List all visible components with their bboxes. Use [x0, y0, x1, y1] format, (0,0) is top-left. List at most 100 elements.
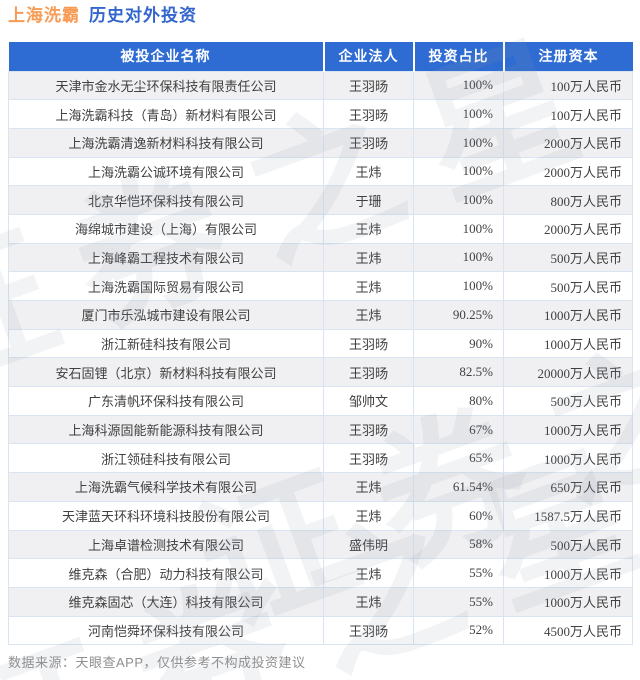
table-cell: 1000万人民币	[503, 328, 633, 359]
table-cell: 4500万人民币	[503, 615, 633, 646]
table-cell: 100万人民币	[503, 70, 633, 101]
table-row: 上海卓谱检测技术有限公司 盛伟明 58% 500万人民币	[8, 529, 633, 560]
table-cell: 52%	[413, 615, 504, 646]
table-cell: 浙江领硅科技有限公司	[8, 443, 324, 474]
column-header: 注册资本	[503, 42, 633, 71]
table-cell: 67%	[413, 414, 504, 445]
table-row: 上海洗霸国际贸易有限公司 王炜 100% 500万人民币	[8, 271, 633, 301]
table-cell: 100%	[413, 127, 504, 158]
table-row: 天津蓝天环科环境科技股份有限公司 王炜 60% 1587.5万人民币	[8, 500, 633, 531]
table-header: 被投企业名称 企业法人 投资占比 注册资本	[8, 42, 633, 71]
table-cell: 80%	[413, 386, 504, 416]
table-cell: 82.5%	[413, 357, 504, 388]
table-cell: 100%	[413, 99, 504, 129]
table-cell: 盛伟明	[323, 529, 414, 560]
table-cell: 100%	[413, 156, 504, 187]
table-cell: 天津蓝天环科环境科技股份有限公司	[8, 500, 324, 531]
table-cell: 厦门市乐泓城市建设有限公司	[8, 300, 324, 330]
table-cell: 1000万人民币	[503, 443, 633, 474]
table-cell: 天津市金水无尘环保科技有限责任公司	[8, 70, 324, 101]
table-row: 浙江领硅科技有限公司 王羽旸 65% 1000万人民币	[8, 443, 633, 474]
table-row: 北京华恺环保科技有限公司 于珊 100% 800万人民币	[8, 185, 633, 215]
table-cell: 王炜	[323, 213, 414, 244]
table-cell: 1587.5万人民币	[503, 500, 633, 531]
table-cell: 王羽旸	[323, 99, 414, 129]
table-cell: 王羽旸	[323, 127, 414, 158]
table-cell: 王羽旸	[323, 357, 414, 388]
table-row: 上海洗霸气候科学技术有限公司 王炜 61.54% 650万人民币	[8, 472, 633, 502]
table-cell: 500万人民币	[503, 271, 633, 301]
table-header-row: 被投企业名称 企业法人 投资占比 注册资本	[8, 42, 633, 71]
table-cell: 上海洗霸国际贸易有限公司	[8, 271, 324, 301]
column-header: 投资占比	[413, 42, 505, 71]
table-cell: 100%	[413, 242, 504, 273]
table-cell: 90.25%	[413, 300, 504, 330]
table-row: 浙江新硅科技有限公司 王羽旸 90% 1000万人民币	[8, 328, 633, 359]
table-cell: 1000万人民币	[503, 558, 633, 588]
table-cell: 广东清帆环保科技有限公司	[8, 386, 324, 416]
table-cell: 60%	[413, 500, 504, 531]
table-cell: 2000万人民币	[503, 156, 633, 187]
table-row: 上海洗霸科技（青岛）新材料有限公司 王羽旸 100% 100万人民币	[8, 99, 633, 129]
table-cell: 800万人民币	[503, 185, 633, 215]
table-row: 维克森固芯（大连）科技有限公司 王炜 55% 1000万人民币	[8, 586, 633, 617]
table-cell: 61.54%	[413, 472, 504, 502]
table-cell: 河南恺舜环保科技有限公司	[8, 615, 324, 646]
stock-name: 上海洗霸	[8, 6, 80, 25]
table-row: 维克森（合肥）动力科技有限公司 王炜 55% 1000万人民币	[8, 558, 633, 588]
table-cell: 1000万人民币	[503, 586, 633, 617]
table-row: 安石固锂（北京）新材料科技有限公司 王羽旸 82.5% 20000万人民币	[8, 357, 633, 388]
table-cell: 王羽旸	[323, 70, 414, 101]
table-row: 天津市金水无尘环保科技有限责任公司 王羽旸 100% 100万人民币	[8, 70, 633, 101]
table-cell: 王羽旸	[323, 443, 414, 474]
table-cell: 王羽旸	[323, 615, 414, 646]
table-cell: 王炜	[323, 558, 414, 588]
table-cell: 1000万人民币	[503, 414, 633, 445]
table-cell: 维克森（合肥）动力科技有限公司	[8, 558, 324, 588]
table-cell: 王炜	[323, 242, 414, 273]
table-cell: 100%	[413, 271, 504, 301]
table-cell: 上海洗霸清逸新材料科技有限公司	[8, 127, 324, 158]
table-row: 河南恺舜环保科技有限公司 王羽旸 52% 4500万人民币	[8, 615, 633, 646]
table-cell: 王炜	[323, 156, 414, 187]
table-cell: 650万人民币	[503, 472, 633, 502]
table-row: 上海洗霸公诚环境有限公司 王炜 100% 2000万人民币	[8, 156, 633, 187]
table-cell: 100万人民币	[503, 99, 633, 129]
table-cell: 北京华恺环保科技有限公司	[8, 185, 324, 215]
table-cell: 王炜	[323, 500, 414, 531]
table-cell: 65%	[413, 443, 504, 474]
table-cell: 王炜	[323, 300, 414, 330]
page-title: 上海洗霸 历史对外投资	[8, 4, 632, 28]
table-cell: 90%	[413, 328, 504, 359]
table-cell: 维克森固芯（大连）科技有限公司	[8, 586, 324, 617]
investment-table: 被投企业名称 企业法人 投资占比 注册资本 天津市金水无尘环保科技有限责任公司 王羽旸 1…	[8, 42, 633, 646]
table-cell: 55%	[413, 558, 504, 588]
table-cell: 安石固锂（北京）新材料科技有限公司	[8, 357, 324, 388]
table-cell: 500万人民币	[503, 386, 633, 416]
table-cell: 1000万人民币	[503, 300, 633, 330]
table-cell: 王羽旸	[323, 328, 414, 359]
table-cell: 王炜	[323, 586, 414, 617]
table-cell: 20000万人民币	[503, 357, 633, 388]
table-row: 上海科源固能新能源科技有限公司 王羽旸 67% 1000万人民币	[8, 414, 633, 445]
table-row: 厦门市乐泓城市建设有限公司 王炜 90.25% 1000万人民币	[8, 300, 633, 330]
table-cell: 上海洗霸气候科学技术有限公司	[8, 472, 324, 502]
table-cell: 100%	[413, 70, 504, 101]
column-header: 企业法人	[323, 42, 415, 71]
table-cell: 上海洗霸科技（青岛）新材料有限公司	[8, 99, 324, 129]
table-cell: 100%	[413, 185, 504, 215]
table-cell: 500万人民币	[503, 242, 633, 273]
table-cell: 2000万人民币	[503, 213, 633, 244]
table-cell: 浙江新硅科技有限公司	[8, 328, 324, 359]
table-cell: 于珊	[323, 185, 414, 215]
table-cell: 上海科源固能新能源科技有限公司	[8, 414, 324, 445]
table-cell: 上海洗霸公诚环境有限公司	[8, 156, 324, 187]
report-title: 历史对外投资	[89, 6, 197, 25]
table-cell: 上海峰霸工程技术有限公司	[8, 242, 324, 273]
table-cell: 58%	[413, 529, 504, 560]
table-row: 海绵城市建设（上海）有限公司 王炜 100% 2000万人民币	[8, 213, 633, 244]
table-cell: 海绵城市建设（上海）有限公司	[8, 213, 324, 244]
table-cell: 王羽旸	[323, 414, 414, 445]
table-cell: 2000万人民币	[503, 127, 633, 158]
